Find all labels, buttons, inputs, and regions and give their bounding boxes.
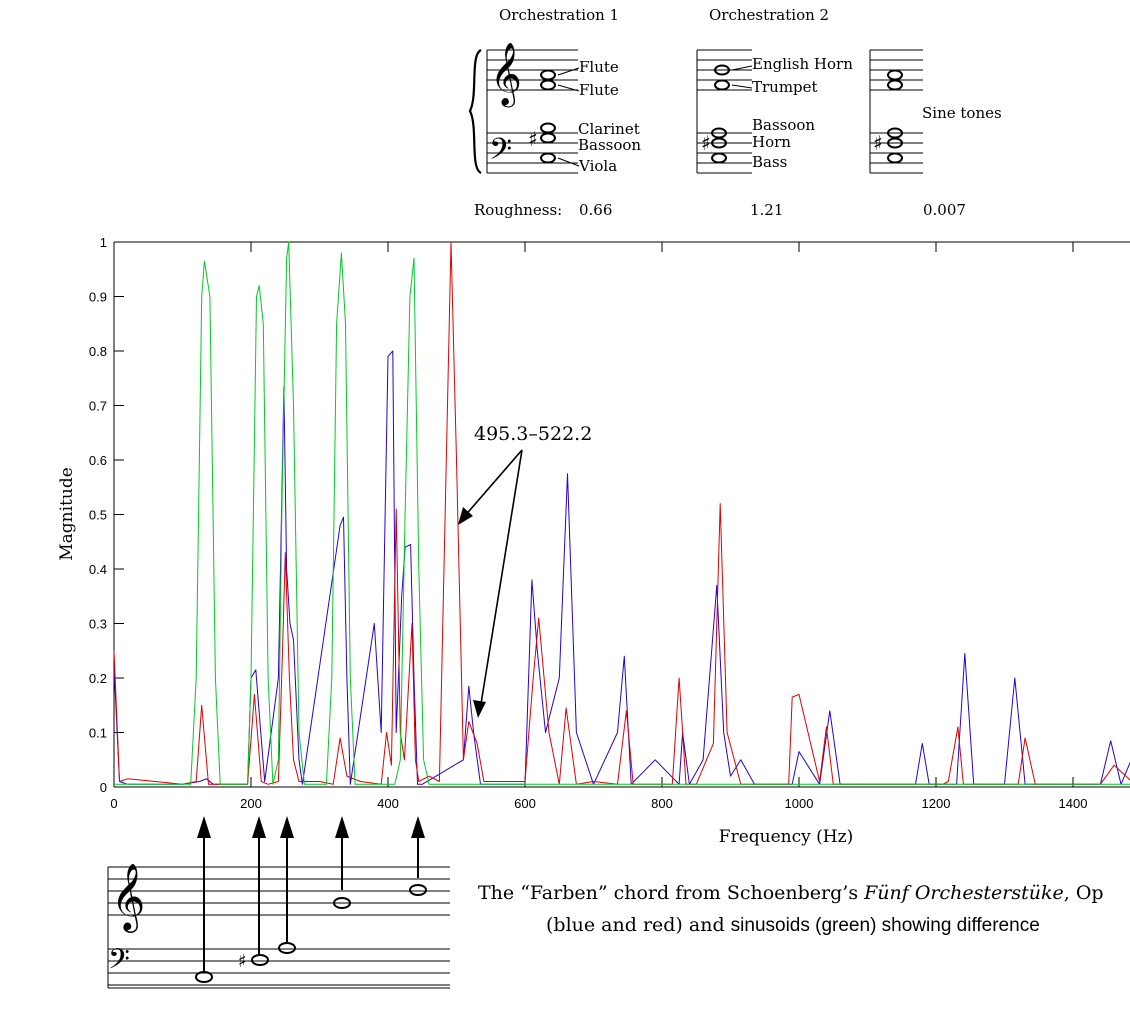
x-tick-label: 1200 bbox=[922, 796, 951, 811]
svg-text:♯: ♯ bbox=[873, 131, 883, 155]
y-tick-label: 0.1 bbox=[89, 726, 107, 741]
svg-text:𝄞: 𝄞 bbox=[490, 42, 522, 108]
caption-line-2: (blue and red) and sinusoids (green) sho… bbox=[546, 914, 1040, 937]
series-line-red bbox=[113, 241, 1130, 785]
series-line-green bbox=[114, 241, 1130, 785]
bottom-notation-graphic: 𝄞 𝄢 ♯ bbox=[107, 816, 450, 989]
y-axis-title: Magnitude bbox=[57, 467, 77, 561]
y-tick-label: 1 bbox=[100, 235, 107, 250]
svg-text:𝄞: 𝄞 bbox=[111, 862, 145, 933]
orchestration-2-title: Orchestration 2 bbox=[709, 6, 830, 24]
caption-text: The “Farben” chord from Schoenberg’s bbox=[478, 882, 865, 904]
instrument-label: Bass bbox=[752, 153, 788, 171]
roughness-label: Roughness: bbox=[474, 201, 563, 219]
caption-text: , Op bbox=[1063, 882, 1104, 904]
instrument-label: Flute bbox=[579, 58, 619, 76]
annotation-label: 495.3–522.2 bbox=[474, 423, 592, 445]
instrument-label: Viola bbox=[579, 157, 618, 175]
instrument-label: Bassoon bbox=[578, 136, 642, 154]
instrument-label: Flute bbox=[579, 81, 619, 99]
y-tick-label: 0.8 bbox=[89, 344, 107, 359]
x-tick-label: 400 bbox=[377, 796, 399, 811]
caption-italic-title: Fünf Orchesterstüke bbox=[864, 882, 1064, 904]
x-axis-title: Frequency (Hz) bbox=[719, 827, 853, 847]
y-tick-label: 0.9 bbox=[89, 290, 107, 305]
svg-text:♯: ♯ bbox=[701, 131, 711, 155]
svg-text:♯: ♯ bbox=[528, 127, 538, 151]
x-tick-label: 200 bbox=[240, 796, 262, 811]
y-tick-label: 0.2 bbox=[89, 671, 107, 686]
x-tick-label: 800 bbox=[651, 796, 673, 811]
annotation-arrow bbox=[462, 449, 523, 519]
instrument-label: Bassoon bbox=[752, 116, 816, 134]
annotation-arrow bbox=[479, 449, 523, 711]
x-tick-label: 600 bbox=[514, 796, 536, 811]
caption-text: (blue and red) and bbox=[546, 914, 731, 936]
caption-text: sinusoids (green) showing difference bbox=[730, 915, 1040, 936]
y-tick-label: 0.7 bbox=[89, 399, 107, 414]
svg-text:𝄢: 𝄢 bbox=[108, 943, 130, 983]
instrument-label: Clarinet bbox=[578, 120, 640, 138]
annotation-arrowhead bbox=[473, 700, 486, 718]
x-tick-label: 0 bbox=[110, 796, 117, 811]
x-tick-label: 1400 bbox=[1059, 796, 1088, 811]
y-tick-label: 0.4 bbox=[89, 562, 107, 577]
roughness-value: 0.66 bbox=[579, 201, 613, 219]
instrument-label: Horn bbox=[752, 133, 791, 151]
instrument-label: English Horn bbox=[752, 55, 853, 73]
x-tick-label: 1000 bbox=[785, 796, 814, 811]
caption-line-1: The “Farben” chord from Schoenberg’s Fün… bbox=[478, 882, 1104, 904]
instrument-label: Trumpet bbox=[752, 78, 818, 96]
y-tick-label: 0.3 bbox=[89, 617, 107, 632]
y-tick-label: 0.6 bbox=[89, 453, 107, 468]
svg-text:𝄢: 𝄢 bbox=[489, 133, 512, 174]
annotation-arrowhead bbox=[458, 507, 473, 525]
roughness-value: 1.21 bbox=[750, 201, 784, 219]
y-tick-label: 0 bbox=[100, 780, 107, 795]
roughness-value: 0.007 bbox=[923, 201, 966, 219]
staff-notation-graphic: 𝄞 𝄢 ♯ ♯ ♯ bbox=[468, 42, 923, 174]
svg-text:♯: ♯ bbox=[238, 951, 247, 972]
y-tick-label: 0.5 bbox=[89, 508, 107, 523]
orchestration-1-title: Orchestration 1 bbox=[499, 6, 620, 24]
instrument-label: Sine tones bbox=[922, 104, 1002, 122]
spectrum-chart: 0 200 400 600 800 1000 1200 1400 0 0.1 0.2 0.3 0.4 0.… bbox=[57, 235, 1130, 847]
